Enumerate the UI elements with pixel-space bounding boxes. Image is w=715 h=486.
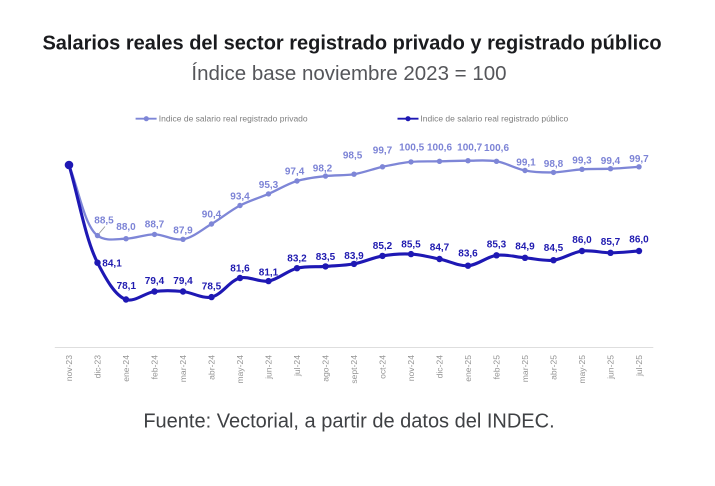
svg-text:78,1: 78,1 [117, 281, 137, 292]
svg-text:83,2: 83,2 [287, 254, 307, 265]
svg-text:84,9: 84,9 [515, 242, 535, 253]
svg-text:Indice de salario real registr: Indice de salario real registrado públic… [420, 114, 568, 124]
svg-text:sept-24: sept-24 [349, 355, 359, 384]
svg-text:100,6: 100,6 [484, 143, 509, 154]
svg-text:99,3: 99,3 [572, 156, 592, 167]
svg-text:99,1: 99,1 [516, 158, 536, 169]
svg-text:Índice base noviembre 2023 = 1: Índice base noviembre 2023 = 100 [191, 62, 506, 85]
svg-text:84,5: 84,5 [544, 243, 564, 254]
svg-text:88,0: 88,0 [116, 222, 136, 233]
svg-text:feb-24: feb-24 [149, 355, 159, 380]
svg-text:84,7: 84,7 [430, 243, 450, 254]
svg-text:95,3: 95,3 [259, 180, 279, 191]
svg-text:98,5: 98,5 [343, 151, 363, 162]
svg-text:abr-24: abr-24 [206, 355, 216, 380]
svg-text:feb-25: feb-25 [491, 355, 501, 380]
svg-text:oct-24: oct-24 [377, 355, 387, 379]
svg-text:90,4: 90,4 [202, 209, 222, 220]
svg-text:98,2: 98,2 [313, 163, 333, 174]
svg-text:nov-24: nov-24 [406, 355, 416, 381]
svg-text:88,7: 88,7 [145, 220, 165, 231]
svg-text:nov-23: nov-23 [64, 355, 74, 381]
svg-text:79,4: 79,4 [145, 276, 165, 287]
svg-text:mar-24: mar-24 [178, 355, 188, 382]
svg-text:may-24: may-24 [235, 355, 245, 384]
svg-text:ene-24: ene-24 [121, 355, 131, 382]
svg-text:jun-24: jun-24 [263, 355, 273, 380]
svg-text:86,0: 86,0 [572, 235, 592, 246]
svg-text:81,1: 81,1 [259, 268, 279, 279]
svg-text:85,5: 85,5 [401, 240, 421, 251]
svg-text:Fuente: Vectorial, a partir de: Fuente: Vectorial, a partir de datos del… [143, 411, 554, 433]
svg-text:jul-24: jul-24 [292, 355, 302, 377]
svg-text:mar-25: mar-25 [520, 355, 530, 382]
svg-text:86,0: 86,0 [629, 235, 649, 246]
svg-text:100,6: 100,6 [427, 143, 452, 154]
svg-text:100,7: 100,7 [457, 143, 482, 154]
svg-text:93,4: 93,4 [230, 192, 250, 203]
svg-text:may-25: may-25 [577, 355, 587, 384]
svg-text:98,8: 98,8 [544, 159, 564, 170]
svg-text:dic-23: dic-23 [92, 355, 102, 379]
svg-text:85,2: 85,2 [373, 241, 393, 252]
svg-text:83,6: 83,6 [458, 249, 478, 260]
svg-text:78,5: 78,5 [202, 282, 222, 293]
svg-text:100,5: 100,5 [399, 143, 424, 154]
svg-text:abr-25: abr-25 [548, 355, 558, 380]
svg-text:ago-24: ago-24 [320, 355, 330, 382]
svg-text:jun-25: jun-25 [605, 355, 615, 380]
svg-text:87,9: 87,9 [173, 225, 193, 236]
svg-text:ene-25: ene-25 [463, 355, 473, 382]
svg-text:85,7: 85,7 [601, 237, 621, 248]
svg-text:97,4: 97,4 [285, 167, 305, 178]
svg-text:84,1: 84,1 [102, 258, 122, 269]
svg-text:dic-24: dic-24 [434, 355, 444, 379]
svg-text:Indice de salario real registr: Indice de salario real registrado privad… [159, 114, 308, 124]
svg-text:99,7: 99,7 [373, 145, 393, 156]
svg-text:99,4: 99,4 [601, 156, 621, 167]
svg-text:Salarios reales del sector reg: Salarios reales del sector registrado pr… [42, 33, 661, 55]
svg-text:88,5: 88,5 [94, 216, 114, 227]
svg-text:jul-25: jul-25 [634, 355, 644, 377]
svg-text:83,9: 83,9 [344, 251, 364, 262]
svg-text:79,4: 79,4 [173, 276, 193, 287]
svg-text:85,3: 85,3 [487, 240, 507, 251]
svg-text:81,6: 81,6 [230, 263, 250, 274]
svg-text:83,5: 83,5 [316, 252, 336, 263]
svg-text:99,7: 99,7 [629, 154, 649, 165]
